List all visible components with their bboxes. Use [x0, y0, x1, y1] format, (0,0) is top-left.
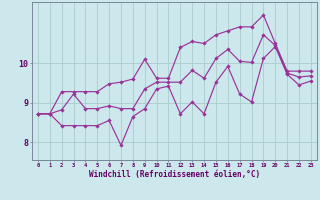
X-axis label: Windchill (Refroidissement éolien,°C): Windchill (Refroidissement éolien,°C)	[89, 170, 260, 179]
